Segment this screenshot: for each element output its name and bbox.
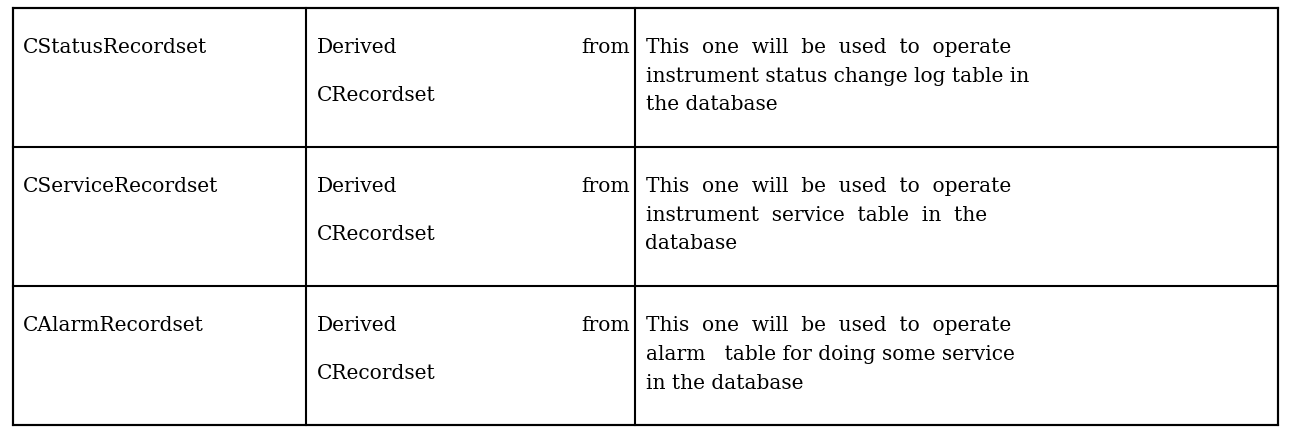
Text: from: from [582, 38, 630, 57]
Text: Derived: Derived [316, 38, 398, 57]
Text: This  one  will  be  used  to  operate
alarm   table for doing some service
in t: This one will be used to operate alarm t… [646, 316, 1015, 392]
Text: CAlarmRecordset: CAlarmRecordset [23, 316, 204, 334]
Text: Derived: Derived [316, 316, 398, 334]
Text: CServiceRecordset: CServiceRecordset [23, 177, 218, 195]
Text: from: from [582, 316, 630, 334]
Text: This  one  will  be  used  to  operate
instrument  service  table  in  the
datab: This one will be used to operate instrum… [646, 177, 1011, 253]
Text: CStatusRecordset: CStatusRecordset [23, 38, 208, 57]
Text: CRecordset: CRecordset [316, 86, 435, 105]
Text: CRecordset: CRecordset [316, 363, 435, 382]
Text: from: from [582, 177, 630, 195]
Text: CRecordset: CRecordset [316, 224, 435, 243]
Text: This  one  will  be  used  to  operate
instrument status change log table in
the: This one will be used to operate instrum… [646, 38, 1029, 114]
Text: Derived: Derived [316, 177, 398, 195]
